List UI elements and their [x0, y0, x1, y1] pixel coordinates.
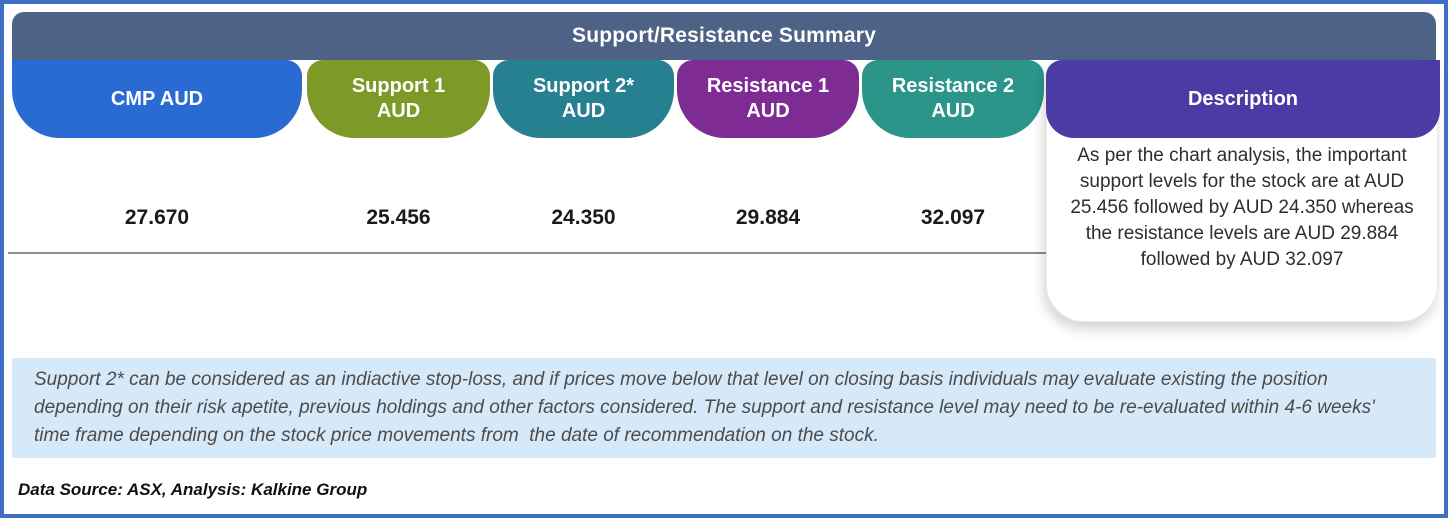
- support-1-value: 25.456: [366, 206, 431, 229]
- column-header-support-1: Support 1 AUD: [307, 60, 490, 138]
- footnote-box: Support 2* can be considered as an india…: [12, 358, 1436, 458]
- table-title: Support/Resistance Summary: [572, 24, 876, 47]
- row-divider-line: [8, 252, 1140, 254]
- column-header-description: Description: [1046, 60, 1440, 138]
- support-2-value: 24.350: [551, 206, 616, 229]
- cmp-value: 27.670: [124, 206, 190, 229]
- column-header-label: Support 1: [351, 75, 446, 97]
- column-header-label: Support 2*: [532, 75, 635, 97]
- description-text: As per the chart analysis, the important…: [1070, 145, 1414, 270]
- column-header-label: Resistance 1: [706, 75, 830, 97]
- resistance-1-value: 29.884: [735, 206, 801, 229]
- column-header-label: AUD: [376, 100, 421, 122]
- resistance-2-value: 32.097: [920, 206, 986, 229]
- column-header-label: Resistance 2: [891, 75, 1015, 97]
- column-header-label: CMP AUD: [110, 87, 204, 110]
- column-header-cmp-aud: CMP AUD: [12, 60, 302, 138]
- column-header-label: AUD: [561, 100, 606, 122]
- table-title-bar: Support/Resistance Summary: [12, 12, 1436, 60]
- data-source-line: Data Source: ASX, Analysis: Kalkine Grou…: [18, 480, 368, 499]
- footnote-text: Support 2* can be considered as an india…: [34, 369, 1381, 446]
- column-header-label: Description: [1187, 87, 1299, 110]
- description-card: Description As per the chart analysis, t…: [1046, 60, 1440, 322]
- column-header-resistance-2: Resistance 2 AUD: [862, 60, 1044, 138]
- column-header-label: AUD: [931, 100, 975, 122]
- column-header-resistance-1: Resistance 1 AUD: [677, 60, 859, 138]
- column-header-label: AUD: [746, 100, 790, 122]
- column-header-support-2: Support 2* AUD: [493, 60, 674, 138]
